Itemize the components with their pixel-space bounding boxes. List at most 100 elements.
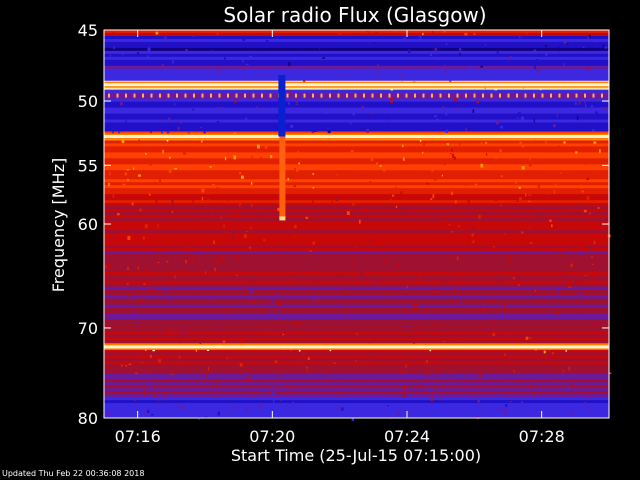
spectrogram-speckle [588,155,590,157]
spectrogram-speckle [448,335,451,338]
periodic-interference-dot [490,93,493,98]
spectrogram-speckle [568,125,572,129]
spectrogram-speckle [340,218,343,223]
spectrogram-speckle [209,166,212,168]
spectrogram-speckle [391,259,393,261]
spectrogram-speckle [355,360,357,362]
spectrogram-speckle [111,391,114,395]
spectrogram-speckle [477,114,480,119]
spectrogram-speckle [325,236,329,239]
spectrogram-band [104,364,609,368]
spectrogram-speckle [498,47,501,50]
spectrogram-speckle [449,375,452,377]
spectrogram-speckle [584,275,588,277]
spectrogram-speckle [431,169,434,172]
spectrogram-speckle [476,100,480,104]
spectrogram-speckle [168,169,172,173]
spectrogram-speckle [404,325,408,327]
spectrogram-speckle [257,272,260,276]
spectrogram-speckle [528,384,532,387]
spectrogram-speckle [277,311,279,316]
spectrogram-speckle [489,97,492,102]
spectrogram-speckle [278,253,281,257]
spectrogram-speckle [240,205,243,207]
spectrogram-speckle [224,312,226,316]
spectrogram-speckle [250,226,252,229]
spectrogram-band [104,370,609,374]
spectrogram-speckle [539,312,541,314]
spectrogram-speckle [553,219,556,222]
spectrogram-speckle [195,387,197,390]
spectrogram-band [104,104,609,108]
spectrogram-speckle [527,386,529,390]
spectrogram-speckle [243,68,246,70]
spectrogram-speckle [370,375,373,378]
spectrogram-speckle [536,69,540,72]
spectrogram-speckle [371,111,373,115]
spectrogram-speckle [543,323,546,326]
spectrogram-speckle [403,157,405,161]
spectrogram-speckle [358,404,362,406]
spectrogram-speckle [491,300,495,302]
spectrogram-speckle [595,111,598,114]
spectrogram-speckle [215,381,218,386]
spectrogram-speckle [523,406,525,409]
spectrogram-band [104,152,609,156]
spectrogram-band [104,185,609,189]
spectrogram-speckle [199,374,201,378]
spectrogram-speckle [201,140,203,143]
spectrogram-speckle [323,274,326,277]
spectrogram-speckle [354,411,356,414]
spectrogram-band [104,268,609,273]
spectrogram-speckle [369,232,371,235]
spectrogram-speckle [473,128,477,131]
spectrogram-speckle [395,392,397,395]
spectrogram-speckle [529,163,532,167]
spectrogram-band [104,125,609,129]
spectrogram-speckle [583,402,586,404]
spectrogram-speckle [474,183,478,186]
spectrogram-speckle [419,35,422,39]
spectrogram-speckle [390,97,394,101]
spectrogram-speckle [519,329,521,331]
spectrogram-speckle [294,168,296,170]
spectrogram-speckle [359,173,363,177]
spectrogram-speckle [209,299,211,302]
spectrogram-speckle [297,203,299,205]
periodic-interference-dot [108,93,110,98]
spectrogram-speckle [108,264,112,268]
spectrogram-band [104,209,609,213]
spectrogram-speckle [400,191,403,195]
spectrogram-speckle [352,111,355,116]
spectrogram-speckle [565,349,567,352]
spectrogram-speckle [160,57,163,60]
spectrogram-speckle [142,352,145,355]
spectrogram-speckle [498,279,501,284]
spectrogram-speckle [367,31,369,33]
spectrogram-speckle [390,100,393,104]
spectrogram-speckle [505,378,508,381]
spectrogram-speckle [521,263,525,267]
spectrogram-speckle [339,73,341,76]
spectrogram-speckle [215,388,219,390]
spectrogram-speckle [223,224,225,229]
periodic-interference-dot [252,93,255,98]
spectrogram-speckle [551,224,553,228]
periodic-interference-dot [261,93,263,98]
spectrogram-speckle [293,184,297,188]
spectrogram-speckle [112,131,114,134]
spectrogram-speckle [251,35,253,39]
spectrogram-band [104,77,609,82]
spectrogram-speckle [204,220,206,223]
spectrogram-band [104,68,609,73]
spectrogram-speckle [425,360,428,364]
spectrogram-speckle [412,159,415,163]
spectrogram-speckle [494,318,496,321]
spectrogram-speckle [314,130,317,132]
spectrogram-speckle [448,318,452,320]
spectrogram-speckle [195,348,197,352]
spectrogram-speckle [587,395,591,400]
burst-spot [279,216,286,221]
spectrogram-speckle [349,120,352,125]
periodic-interference-dot [244,93,246,98]
